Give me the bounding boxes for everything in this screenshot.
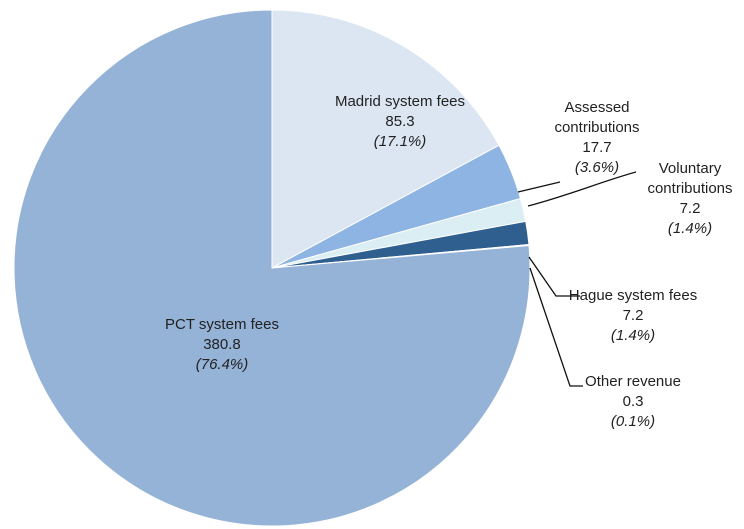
label-value: 17.7 xyxy=(582,139,612,156)
label-value: 0.3 xyxy=(622,393,644,410)
leader-line xyxy=(527,171,637,207)
label-name: Hague system fees xyxy=(568,287,698,304)
leader-line xyxy=(528,256,580,297)
slice-label: Hague system fees 7.2 (1.4%) xyxy=(553,286,713,346)
label-value: 7.2 xyxy=(679,200,701,217)
leader-line xyxy=(529,267,583,387)
slice-label: Voluntary contributions 7.2 (1.4%) xyxy=(625,159,744,239)
leader-line xyxy=(517,181,561,193)
label-percent: (1.4%) xyxy=(610,327,656,344)
label-name: Madrid system fees xyxy=(334,93,466,110)
label-percent: (17.1%) xyxy=(373,133,427,150)
label-percent: (1.4%) xyxy=(667,220,713,237)
slice-label: Madrid system fees 85.3 (17.1%) xyxy=(300,92,500,152)
label-percent: (3.6%) xyxy=(574,159,620,176)
slice-label: Other revenue 0.3 (0.1%) xyxy=(563,372,703,432)
slice-label: PCT system fees 380.8 (76.4%) xyxy=(122,315,322,375)
slice-label: Assessed contributions 17.7 (3.6%) xyxy=(532,98,662,178)
label-name: Assessed contributions xyxy=(554,99,640,136)
pie-slice xyxy=(13,9,531,527)
label-percent: (76.4%) xyxy=(195,356,249,373)
label-name: PCT system fees xyxy=(165,316,279,333)
label-name: Voluntary contributions xyxy=(647,160,733,197)
label-value: 380.8 xyxy=(203,336,241,353)
label-percent: (0.1%) xyxy=(610,413,656,430)
label-value: 7.2 xyxy=(622,307,644,324)
label-value: 85.3 xyxy=(385,113,415,130)
label-name: Other revenue xyxy=(585,373,681,390)
pie-slice xyxy=(271,9,500,269)
